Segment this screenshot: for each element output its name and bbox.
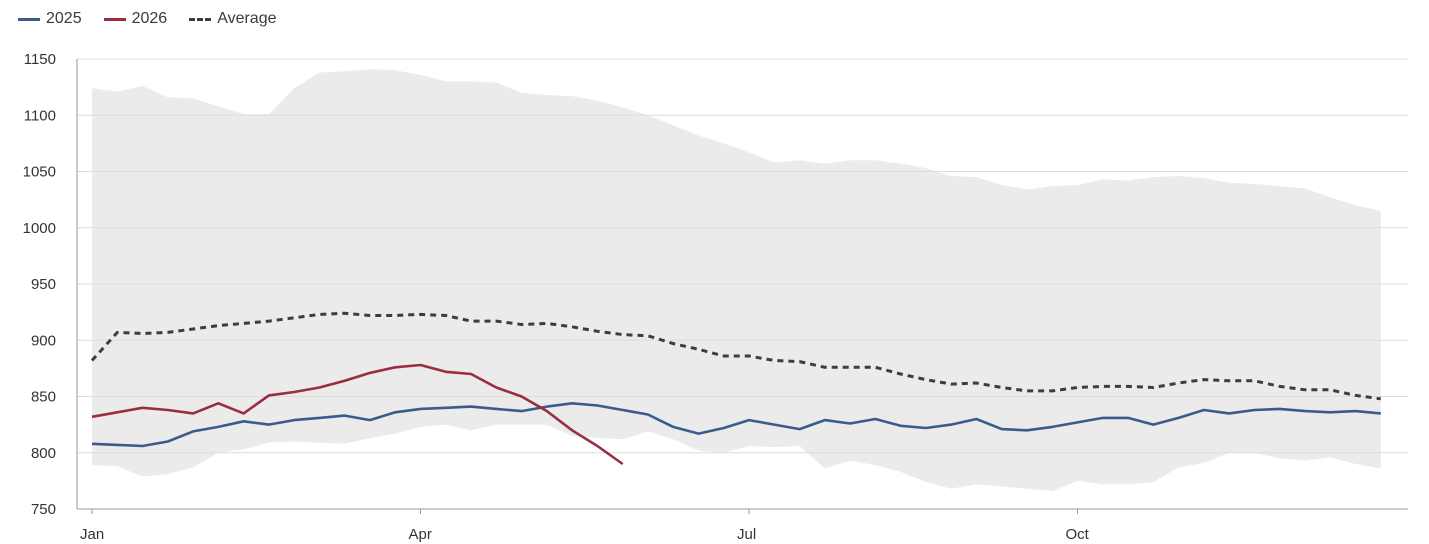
x-tick-label-jul: Jul bbox=[737, 526, 756, 543]
y-tick-label-800: 800 bbox=[31, 445, 56, 462]
legend-label-2026: 2026 bbox=[131, 10, 168, 27]
legend-swatch-2026 bbox=[103, 17, 126, 21]
x-tick-label-apr: Apr bbox=[409, 526, 432, 543]
x-tick-label-jan: Jan bbox=[80, 526, 104, 543]
legend-swatch-average bbox=[189, 17, 212, 21]
legend-item-average[interactable]: Average bbox=[189, 10, 277, 28]
legend-item-2025[interactable]: 2025 bbox=[18, 10, 82, 28]
y-tick-label-1150: 1150 bbox=[24, 51, 56, 68]
series-line-2025 bbox=[91, 401, 1381, 448]
x-tick-label-oct: Oct bbox=[1066, 526, 1090, 543]
y-tick-label-750: 750 bbox=[31, 501, 56, 518]
legend: 2025 2026 Average bbox=[18, 10, 277, 28]
y-tick-label-950: 950 bbox=[31, 276, 56, 293]
y-tick-label-1100: 1100 bbox=[24, 107, 56, 124]
legend-item-2026[interactable]: 2026 bbox=[103, 10, 168, 28]
y-tick-label-1000: 1000 bbox=[23, 220, 56, 237]
series-line-average bbox=[90, 311, 1381, 401]
series-line-2026 bbox=[91, 363, 624, 466]
range-band bbox=[92, 69, 1381, 491]
y-tick-label-850: 850 bbox=[31, 389, 56, 406]
legend-label-2025: 2025 bbox=[46, 10, 82, 27]
legend-label-average: Average bbox=[217, 10, 277, 27]
y-tick-label-1050: 1050 bbox=[23, 164, 56, 181]
y-tick-label-900: 900 bbox=[31, 332, 56, 349]
legend-swatch-2025 bbox=[18, 17, 40, 21]
